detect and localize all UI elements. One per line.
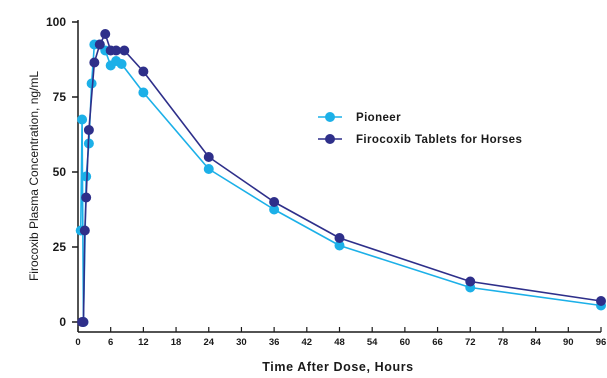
x-tick-label: 72 <box>465 337 476 348</box>
data-point <box>138 66 149 77</box>
x-tick-label: 78 <box>498 337 509 348</box>
data-point <box>79 225 90 236</box>
data-point <box>94 39 105 50</box>
x-tick-label: 48 <box>334 337 345 348</box>
data-point <box>334 233 345 243</box>
legend-swatch-marker <box>325 112 335 122</box>
data-point <box>596 296 606 306</box>
axes: 0 25 50 75 100 0 6 12 18 24 30 36 42 48 54 60 66 72 78 84 90… <box>46 15 606 348</box>
series-1 <box>75 39 606 327</box>
x-tick-label: 54 <box>367 337 378 348</box>
x-tick-label: 0 <box>75 337 80 348</box>
x-tick-label: 36 <box>269 337 280 348</box>
data-point <box>203 152 214 162</box>
y-tick-label: 0 <box>59 315 66 329</box>
data-point <box>81 192 92 203</box>
legend-label: Pioneer <box>356 112 401 124</box>
data-point <box>203 164 214 174</box>
series-2 <box>77 29 606 327</box>
data-point <box>100 29 111 39</box>
data-point <box>81 171 92 182</box>
x-tick-label: 96 <box>596 337 607 348</box>
data-point <box>269 197 280 207</box>
x-tick-label: 24 <box>203 337 214 348</box>
data-point <box>465 276 476 287</box>
x-tick-label: 6 <box>108 337 113 348</box>
x-tick-label: 66 <box>432 337 443 348</box>
x-tick-label: 18 <box>171 337 182 348</box>
x-tick-label: 42 <box>302 337 313 348</box>
x-tick-label: 12 <box>138 337 149 348</box>
series-line <box>79 43 602 323</box>
data-point <box>119 45 130 56</box>
data-point <box>77 114 88 125</box>
x-tick-label: 60 <box>400 337 411 348</box>
data-point <box>78 317 89 327</box>
y-tick-label: 25 <box>53 240 67 254</box>
x-axis-label: Time After Dose, Hours <box>262 360 413 374</box>
y-tick-label: 50 <box>53 165 67 179</box>
data-point <box>138 87 149 98</box>
data-point <box>111 45 122 56</box>
legend: Pioneer Firocoxib Tablets for Horses <box>318 112 522 146</box>
legend-label: Firocoxib Tablets for Horses <box>356 134 522 146</box>
x-tick-label: 90 <box>563 337 574 348</box>
data-point <box>116 59 127 69</box>
data-point <box>86 78 97 89</box>
y-tick-label: 100 <box>46 15 66 29</box>
x-tick-label: 30 <box>236 337 247 348</box>
data-point <box>334 240 345 251</box>
data-point <box>269 204 280 215</box>
x-tick-label: 84 <box>530 337 541 348</box>
y-axis-label: Firocoxib Plasma Concentration, ng/mL <box>27 71 41 281</box>
series-layer <box>75 29 606 327</box>
y-tick-label: 75 <box>53 90 67 104</box>
data-point <box>83 125 94 135</box>
legend-swatch-marker <box>325 134 335 144</box>
series-line <box>82 33 602 323</box>
data-point <box>89 57 100 68</box>
